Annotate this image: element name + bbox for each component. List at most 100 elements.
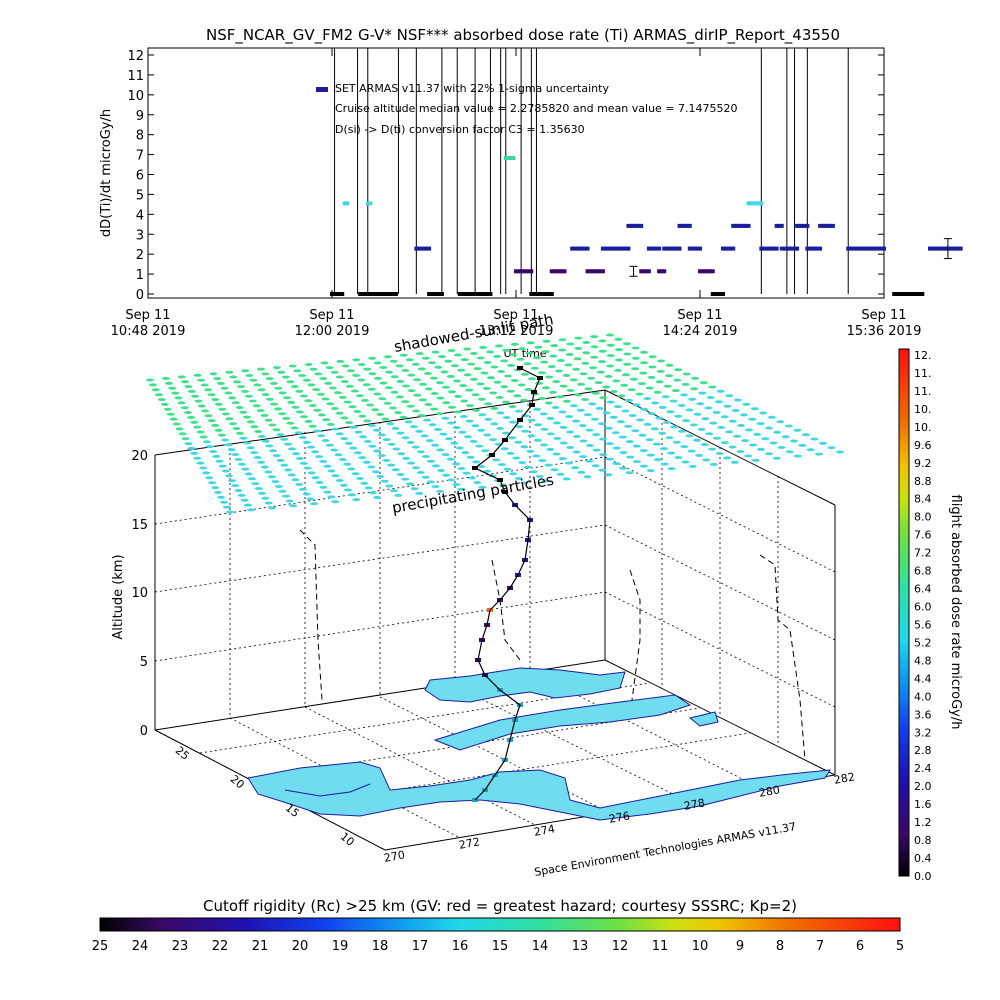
rigidity-cell [728,445,737,449]
rigidity-cell [656,369,665,373]
y-tick-label: 7 [136,149,144,164]
rigidity-cell [594,381,603,385]
data-point [864,246,869,251]
y-tick-label: 8 [136,129,144,144]
rigidity-cell [757,447,765,451]
data-point [659,269,664,274]
rigidity-cell [458,430,467,434]
rigidity-cell [267,475,276,479]
rigidity-cell [471,424,480,428]
lon-tick-label: 276 [608,809,631,825]
rigidity-cell [436,489,445,493]
rigidity-cell [598,349,607,353]
rigidity-cell [288,364,297,368]
data-point [805,246,810,251]
data-point [692,246,697,251]
data-point [910,292,915,296]
rigidity-cell [300,415,309,419]
rigidity-cell [246,420,255,424]
rigidity-cell [682,372,691,376]
data-point [544,292,549,296]
data-point [761,246,766,251]
rigidity-cell [363,419,372,423]
rigidity-cell [218,407,227,411]
rigidity-cell [625,471,634,475]
rigidity-cell [286,421,295,425]
data-point [583,246,587,251]
rigidity-cell [533,407,542,411]
rigidity-cell [571,466,580,470]
rigidity-cell [220,500,229,504]
rigidity-cell [549,390,557,394]
rigidity-cell [693,438,701,442]
data-point [462,292,467,296]
colorbar-right-tick: 8.8 [914,475,932,488]
data-point [815,246,820,251]
rigidity-cell [353,451,362,455]
rigidity-cell [689,423,698,427]
rigidity-cell [697,427,706,431]
rigidity-cell [204,388,213,392]
rigidity-cell [599,396,608,400]
data-point [575,246,580,251]
rigidity-cell [282,416,291,420]
data-point [626,223,631,228]
data-point [861,246,866,251]
rigidity-cell [184,442,193,446]
rigidity-cell [740,413,748,417]
data-point [953,246,958,251]
rigidity-cell [709,462,718,466]
rigidity-cell [215,459,224,463]
rigidity-cell [647,412,656,416]
rigidity-cell [359,435,368,439]
rigidity-cell [633,460,642,464]
rigidity-cell [399,415,408,419]
rigidity-cell [407,389,416,393]
data-point [483,292,488,296]
rigidity-cell [508,436,517,440]
rigidity-cell [614,337,623,341]
colorbar-bottom-tick: 20 [292,939,309,954]
rigidity-cell [184,385,193,389]
rigidity-cell [237,493,246,497]
rigidity-cell [624,424,633,428]
rigidity-cell [484,417,493,421]
rigidity-cell [340,380,349,384]
rigidity-cell [257,388,266,392]
data-point [368,201,373,206]
rigidity-cell [384,386,393,390]
rigidity-cell [405,482,414,486]
data-point [519,269,524,274]
rigidity-cell [631,429,640,433]
rigidity-cell [287,473,296,477]
data-point [600,246,605,251]
rigidity-cell [546,432,555,436]
rigidity-cell [187,415,196,419]
rigidity-cell [256,409,265,413]
rigidity-cell [362,383,371,387]
rigidity-cell [431,485,440,489]
rigidity-cell [565,352,574,356]
colorbar-right-tick: 11. [914,367,932,380]
rigidity-cell [406,404,415,408]
rigidity-cell [476,356,485,360]
rigidity-cell [274,386,283,390]
rigidity-cell [467,362,476,366]
rigidity-cell [307,383,316,387]
rigidity-cell [331,500,340,504]
y-tick-label: 11 [127,69,144,84]
rigidity-cell [640,361,649,365]
rigidity-cell [231,453,240,456]
rigidity-cell [590,335,599,339]
rigidity-cell [590,355,599,359]
data-point [818,223,823,228]
data-point [531,292,536,296]
rigidity-cell [665,436,674,440]
rigidity-cell [514,476,523,480]
data-point [585,269,590,274]
rigidity-cell [392,447,401,451]
rigidity-cell [566,430,575,434]
rigidity-cell [427,459,435,463]
